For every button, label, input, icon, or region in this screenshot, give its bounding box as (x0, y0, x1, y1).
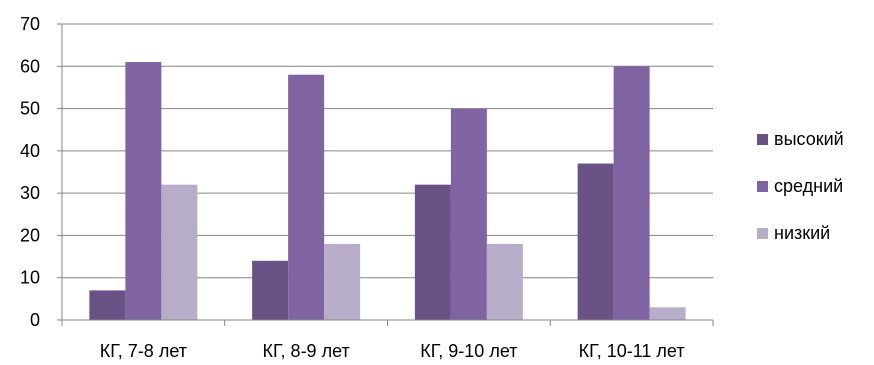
y-tick-label: 10 (20, 268, 40, 288)
bar-низкий-0 (161, 184, 198, 320)
legend-swatch (757, 228, 768, 239)
x-category-label: КГ, 8-9 лет (263, 341, 350, 361)
legend-swatch (757, 134, 768, 145)
bar-средний-1 (288, 74, 325, 320)
y-tick-label: 0 (30, 310, 40, 330)
y-tick-label: 30 (20, 183, 40, 203)
bar-высокий-3 (577, 163, 614, 320)
legend-label: низкий (774, 223, 830, 243)
x-category-label: КГ, 9-10 лет (420, 341, 517, 361)
bar-средний-0 (125, 62, 162, 321)
bar-средний-3 (613, 66, 650, 321)
legend: высокий средний низкий (757, 129, 844, 243)
legend-label: высокий (774, 129, 844, 149)
y-tick-label: 50 (20, 99, 40, 119)
y-axis-tick-labels: 0 10 20 30 40 50 60 70 (20, 14, 40, 330)
legend-label: средний (774, 176, 843, 196)
y-tick-label: 40 (20, 141, 40, 161)
bars (89, 62, 686, 321)
bar-низкий-3 (649, 307, 686, 320)
x-axis-category-labels: КГ, 7-8 лет КГ, 8-9 лет КГ, 9-10 лет КГ, 10… (100, 341, 685, 361)
y-tick-label: 70 (20, 14, 40, 34)
bar-высокий-0 (89, 290, 126, 320)
axes (57, 23, 714, 326)
bar-низкий-1 (324, 243, 361, 320)
y-tick-label: 60 (20, 56, 40, 76)
bar-низкий-2 (486, 243, 523, 320)
y-tick-label: 20 (20, 225, 40, 245)
legend-swatch (757, 181, 768, 192)
x-category-label: КГ, 7-8 лет (100, 341, 187, 361)
bar-высокий-2 (414, 184, 451, 320)
bar-высокий-1 (252, 260, 289, 320)
bar-средний-2 (450, 108, 487, 320)
x-category-label: КГ, 10-11 лет (579, 341, 685, 361)
